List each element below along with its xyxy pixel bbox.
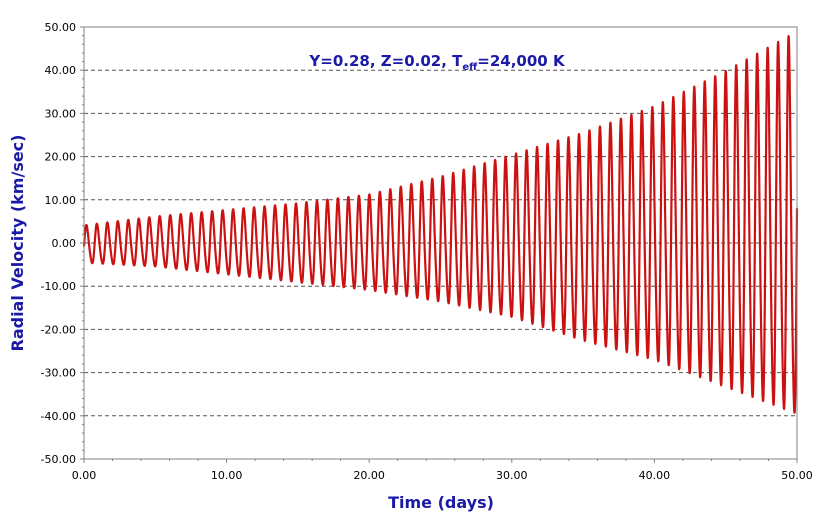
y-tick-label: -40.00 — [41, 410, 76, 423]
y-tick-label: -50.00 — [41, 453, 76, 466]
y-tick-label: 10.00 — [45, 194, 77, 207]
y-tick-labels: -50.00 -40.00 -30.00 -20.00 -10.00 0.00 10.00 2… — [41, 21, 76, 466]
x-tick-label: 50.00 — [781, 469, 813, 482]
y-tick-label: 40.00 — [45, 64, 77, 77]
x-tick-label: 40.00 — [639, 469, 671, 482]
y-tick-label: -10.00 — [41, 280, 76, 293]
y-axis-title: Radial Velocity (km/sec) — [8, 135, 27, 352]
x-tick-label: 20.00 — [353, 469, 385, 482]
y-tick-label: 50.00 — [45, 21, 77, 34]
y-tick-label: 30.00 — [45, 107, 77, 120]
annotation-subscript: eff — [462, 62, 478, 73]
x-axis-title: Time (days) — [388, 493, 494, 512]
annotation-prefix: Y=0.28, Z=0.02, T — [308, 52, 463, 70]
x-tick-label: 0.00 — [72, 469, 97, 482]
x-tick-label: 10.00 — [211, 469, 243, 482]
annotation-suffix: =24,000 K — [477, 52, 566, 70]
x-tick-label: 30.00 — [496, 469, 528, 482]
series-layer — [82, 34, 799, 414]
y-tick-label: -20.00 — [41, 323, 76, 336]
y-tick-label: 20.00 — [45, 151, 77, 164]
axis-ticks — [80, 26, 798, 463]
y-tick-label: 0.00 — [52, 237, 77, 250]
plot-frame — [83, 26, 798, 460]
chart-annotation: Y=0.28, Z=0.02, Teff=24,000 K — [308, 52, 566, 73]
y-tick-label: -30.00 — [41, 367, 76, 380]
series-line — [82, 34, 799, 414]
x-tick-labels: 0.00 10.00 20.00 30.00 40.00 50.00 — [72, 469, 813, 482]
